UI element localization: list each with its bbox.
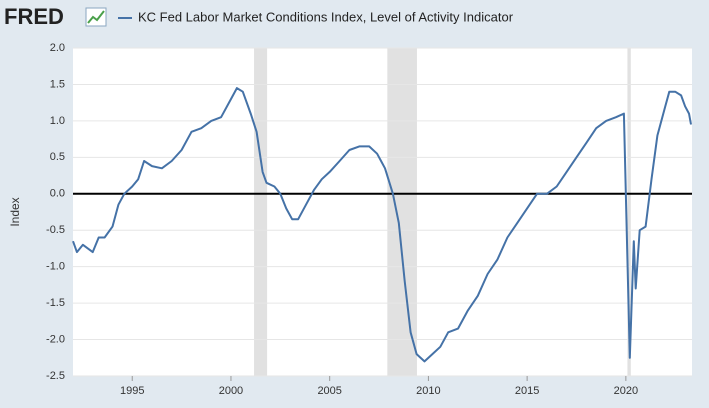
recession-band xyxy=(387,48,417,376)
logo-icon xyxy=(85,7,107,27)
y-tick-label: -2.5 xyxy=(46,370,65,382)
y-tick-label: 0.5 xyxy=(50,151,65,163)
x-tick-label: 2000 xyxy=(219,385,243,397)
logo: FRED xyxy=(4,4,64,29)
recession-band xyxy=(254,48,268,376)
x-tick-label: 1995 xyxy=(120,385,144,397)
y-axis-label: Index xyxy=(8,197,22,226)
y-tick-label: 2.0 xyxy=(50,42,65,54)
x-tick-label: 2005 xyxy=(317,385,341,397)
legend-label: KC Fed Labor Market Conditions Index, Le… xyxy=(138,9,514,24)
recession-band xyxy=(627,48,631,376)
y-tick-label: 1.0 xyxy=(50,115,65,127)
x-tick-label: 2015 xyxy=(515,385,539,397)
x-tick-label: 2020 xyxy=(614,385,638,397)
y-tick-label: -2.0 xyxy=(46,333,65,345)
y-tick-label: -0.5 xyxy=(46,224,65,236)
data-line xyxy=(72,87,692,363)
y-tick-label: -1.0 xyxy=(46,261,65,273)
x-tick-label: 2010 xyxy=(416,385,440,397)
y-tick-label: -1.5 xyxy=(46,297,65,309)
y-tick-label: 1.5 xyxy=(50,78,65,90)
y-tick-label: 0.0 xyxy=(50,188,65,200)
plot-area xyxy=(73,48,692,376)
